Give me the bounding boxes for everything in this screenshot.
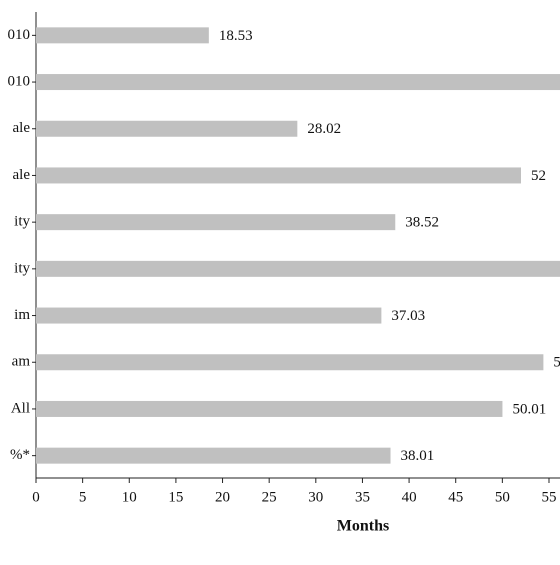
x-tick-label: 35 [355,489,370,505]
x-tick-label: 25 [262,489,277,505]
y-tick-label: 010 [8,27,31,43]
value-label: 50.01 [512,401,546,417]
value-label: 37.03 [391,308,425,324]
y-tick-label: im [14,307,30,323]
x-axis-label: Months [337,518,389,535]
y-tick-label: am [12,354,31,370]
y-tick-label: ity [14,214,30,230]
bar [36,74,560,91]
x-tick-label: 15 [168,489,183,505]
x-tick-label: 45 [448,489,463,505]
value-label: 28.02 [307,121,341,137]
x-tick-label: 55 [541,489,556,505]
bar [36,214,396,231]
y-tick-label: 010 [8,73,31,89]
y-tick-label: All [11,400,30,416]
x-tick-label: 20 [215,489,230,505]
bar [36,260,560,277]
bar [36,354,544,371]
y-tick-label: ale [13,120,31,136]
bar [36,447,391,464]
value-label: 54.4 [553,355,560,371]
y-tick-label: ity [14,260,30,276]
bar [36,307,382,324]
y-tick-label: ale [13,167,31,183]
x-tick-label: 40 [402,489,417,505]
bar [36,120,298,137]
value-label: 38.01 [401,448,435,464]
value-label: 18.53 [219,28,253,44]
x-tick-label: 30 [308,489,323,505]
y-tick-label: %* [10,447,30,463]
value-label: 38.52 [405,215,439,231]
x-tick-label: 0 [32,489,40,505]
x-tick-label: 5 [79,489,87,505]
bar [36,167,522,184]
x-tick-label: 50 [495,489,510,505]
x-tick-label: 10 [122,489,137,505]
bar [36,27,209,44]
value-label: 52 [531,168,546,184]
bar [36,400,503,417]
